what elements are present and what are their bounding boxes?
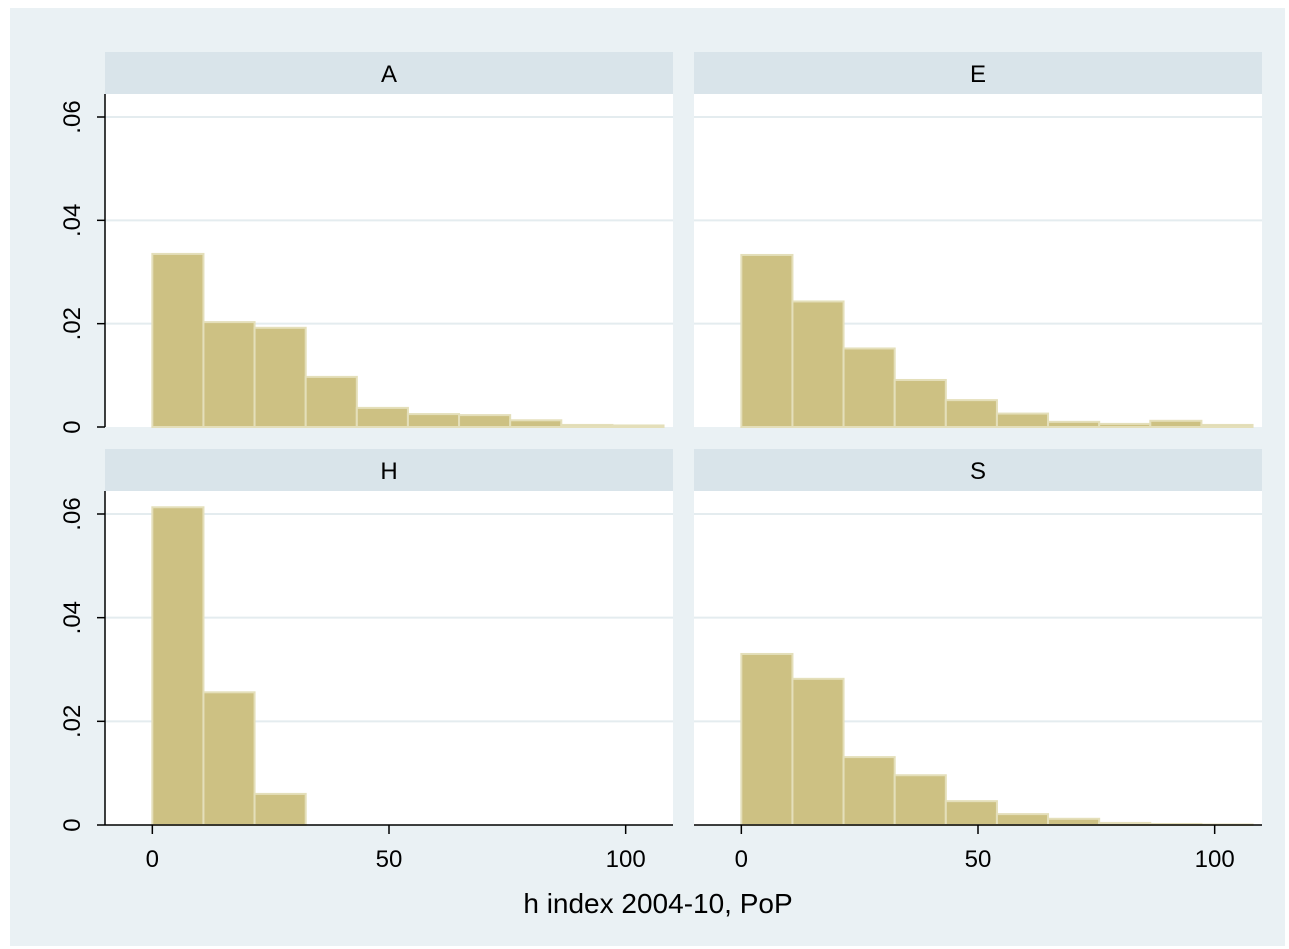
panel-title: H bbox=[380, 458, 397, 485]
panel-e: E bbox=[694, 52, 1262, 429]
histogram-bar bbox=[995, 813, 1050, 826]
histogram-bar bbox=[893, 774, 947, 826]
histogram-bar bbox=[1098, 422, 1152, 428]
histogram-bar bbox=[406, 413, 461, 429]
panel-strip bbox=[105, 52, 673, 94]
panel-h: H 0 .02 .04 .06 0 50 100 bbox=[59, 449, 673, 873]
panels-container: A 0 .02 .04 .06 E H 0 .02 .04 .06 0 50 100 S 0 50 100 bbox=[59, 52, 1262, 873]
y-tick-label: .02 bbox=[59, 307, 86, 340]
histogram-bar bbox=[151, 252, 205, 428]
x-axis-title: h index 2004-10, PoP bbox=[523, 888, 792, 919]
histogram-bar bbox=[944, 800, 998, 827]
histogram-bar bbox=[893, 378, 947, 429]
histogram-bar bbox=[842, 347, 896, 429]
histogram-bar bbox=[1047, 817, 1101, 827]
panel-strip bbox=[105, 449, 673, 491]
histogram-bar bbox=[611, 424, 665, 429]
y-tick-label: .06 bbox=[59, 497, 86, 530]
panel-strip bbox=[694, 449, 1262, 491]
x-tick-label: 50 bbox=[376, 846, 403, 873]
panel-strip bbox=[694, 52, 1262, 94]
histogram-bar bbox=[1149, 419, 1203, 428]
y-tick-label: 0 bbox=[59, 420, 86, 433]
y-tick-label: .06 bbox=[59, 100, 86, 133]
y-tick-label: 0 bbox=[59, 818, 86, 831]
histogram-bar bbox=[944, 399, 998, 428]
x-tick-label: 100 bbox=[1195, 846, 1235, 873]
histogram-bar bbox=[1047, 420, 1101, 429]
histogram-bar bbox=[355, 406, 409, 428]
histogram-bar bbox=[560, 423, 614, 428]
y-tick-label: .04 bbox=[59, 601, 86, 634]
histogram-bar bbox=[458, 414, 512, 429]
histogram-bar bbox=[842, 756, 896, 826]
panel-title: A bbox=[381, 61, 397, 88]
y-tick-label: .02 bbox=[59, 705, 86, 738]
x-tick-label: 100 bbox=[606, 846, 646, 873]
panel-title: S bbox=[970, 458, 986, 485]
histogram-bar bbox=[791, 677, 845, 827]
histogram-bar bbox=[151, 506, 205, 826]
histogram-bar bbox=[509, 419, 563, 428]
histogram-bar bbox=[253, 326, 307, 428]
x-tick-label: 0 bbox=[146, 846, 159, 873]
histogram-bar bbox=[202, 321, 256, 428]
histogram-bar bbox=[202, 691, 256, 826]
x-tick-label: 0 bbox=[735, 846, 748, 873]
histogram-bar bbox=[1200, 423, 1254, 428]
histogram-bar bbox=[791, 300, 845, 429]
histogram-bar bbox=[253, 792, 307, 827]
panel-s: S 0 50 100 bbox=[694, 449, 1262, 873]
x-tick-label: 50 bbox=[965, 846, 992, 873]
histogram-bar bbox=[740, 253, 794, 428]
histogram-bar bbox=[740, 652, 794, 827]
histogram-bar bbox=[304, 375, 358, 428]
panel-a: A 0 .02 .04 .06 bbox=[59, 52, 673, 434]
panel-title: E bbox=[970, 61, 986, 88]
histogram-bar bbox=[995, 412, 1050, 429]
y-tick-label: .04 bbox=[59, 204, 86, 237]
